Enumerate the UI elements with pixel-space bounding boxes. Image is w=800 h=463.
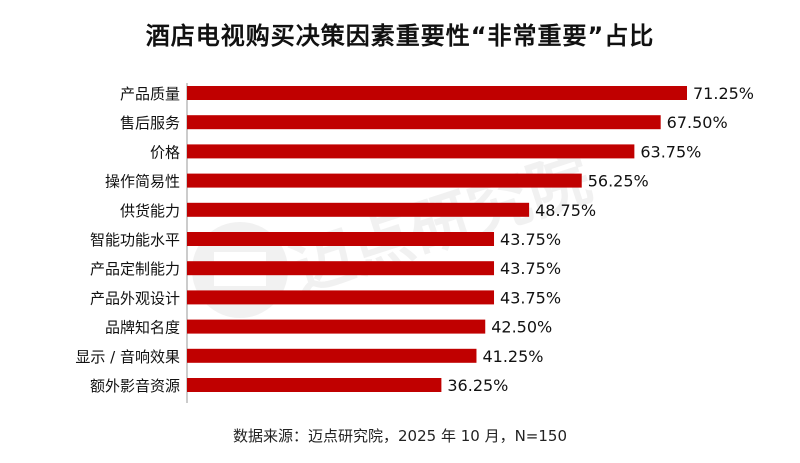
category-label: 售后服务 (120, 114, 180, 132)
category-label: 产品质量 (120, 85, 180, 103)
data-label: 71.25% (693, 84, 754, 103)
data-label: 36.25% (447, 376, 508, 395)
bar (187, 290, 495, 305)
category-label: 产品外观设计 (90, 289, 180, 307)
svg-text:迈点研究院: 迈点研究院 (282, 141, 599, 306)
category-label: 品牌知名度 (105, 319, 180, 337)
bar (187, 144, 635, 159)
data-source-note: 数据来源：迈点研究院，2025 年 10 月，N=150 (233, 427, 567, 445)
data-label: 56.25% (588, 172, 649, 191)
category-label: 显示 / 音响效果 (75, 348, 180, 366)
data-label: 42.50% (491, 318, 552, 337)
data-label: 41.25% (482, 347, 543, 366)
bar (187, 202, 530, 217)
category-label: 价格 (150, 143, 180, 161)
category-label: 智能功能水平 (90, 231, 180, 249)
data-label: 67.50% (667, 113, 728, 132)
bar (187, 378, 442, 392)
bar (187, 232, 495, 246)
data-label: 48.75% (535, 201, 596, 220)
bar (187, 348, 477, 363)
category-label: 操作简易性 (105, 173, 180, 191)
category-label: 额外影音资源 (90, 377, 180, 395)
data-label: 43.75% (500, 259, 561, 278)
category-label: 供货能力 (120, 202, 180, 220)
bar (187, 261, 495, 276)
category-label: 产品定制能力 (90, 260, 180, 278)
data-label: 63.75% (640, 142, 701, 161)
bar (187, 319, 486, 334)
chart-title: 酒店电视购买决策因素重要性“非常重要”占比 (145, 22, 655, 50)
data-label: 43.75% (500, 230, 561, 249)
data-label: 43.75% (500, 288, 561, 307)
bar (187, 173, 582, 188)
bar (187, 115, 661, 130)
bar (187, 86, 687, 100)
